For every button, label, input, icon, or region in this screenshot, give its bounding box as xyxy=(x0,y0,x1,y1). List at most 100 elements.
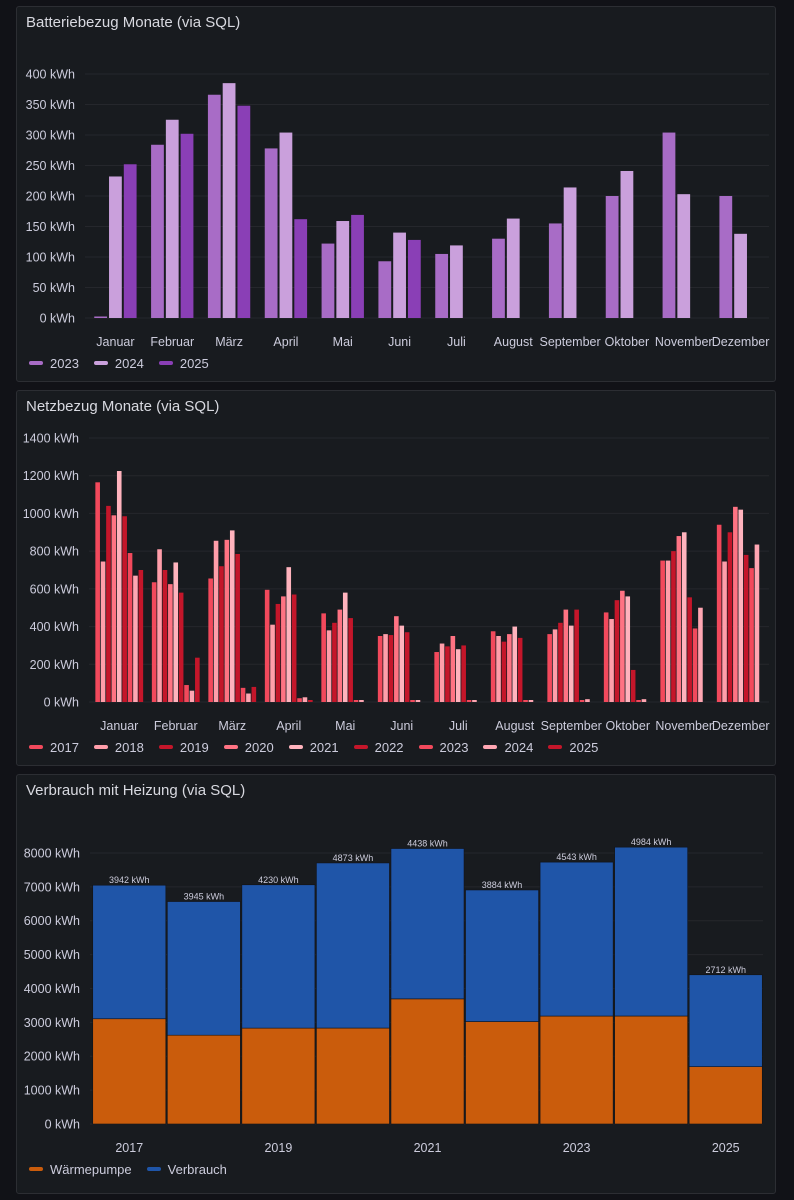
legend-item[interactable]: 2023 xyxy=(418,739,469,755)
y-tick-label: 5000 kWh xyxy=(24,948,80,962)
legend-item[interactable]: 2025 xyxy=(158,356,209,371)
bar xyxy=(275,603,281,702)
x-tick-label: Mai xyxy=(335,719,355,733)
bar xyxy=(754,544,760,702)
bar xyxy=(207,94,221,319)
x-tick-label: Januar xyxy=(100,719,138,733)
legend-swatch xyxy=(146,1167,161,1171)
panel-title[interactable]: Netzbezug Monate (via SQL) xyxy=(26,398,220,415)
bar xyxy=(173,562,179,702)
y-tick-label: 1000 kWh xyxy=(23,507,79,521)
bar xyxy=(359,700,364,702)
legend-swatch xyxy=(223,745,238,749)
bar xyxy=(281,596,286,702)
legend-swatch xyxy=(158,361,173,365)
bar xyxy=(308,700,313,702)
legend-label: 2022 xyxy=(374,739,404,755)
legend-label: 2024 xyxy=(114,355,144,371)
legend-item[interactable]: 2022 xyxy=(353,739,404,755)
bar xyxy=(109,176,122,318)
legend-label: Verbrauch xyxy=(167,1161,227,1177)
bar xyxy=(445,646,450,702)
legend-label: 2024 xyxy=(504,739,534,755)
bar xyxy=(342,592,348,702)
data-label: 3942 kWh xyxy=(109,875,150,885)
bar xyxy=(738,509,744,702)
legend-item[interactable]: Verbrauch xyxy=(146,1161,227,1177)
bar xyxy=(321,243,335,318)
bar xyxy=(609,619,614,702)
bar xyxy=(636,700,641,702)
x-tick-label: Juli xyxy=(447,335,466,349)
y-tick-label: 50 kWh xyxy=(33,281,75,295)
bar xyxy=(229,530,235,702)
x-tick-label: Januar xyxy=(96,335,134,349)
legend-item[interactable]: Wärmepumpe xyxy=(29,1162,132,1177)
legend-item[interactable]: 2019 xyxy=(158,740,209,755)
bar xyxy=(677,194,691,318)
legend-item[interactable]: 2023 xyxy=(29,356,79,371)
bar-segment xyxy=(465,1021,539,1125)
bar xyxy=(547,634,552,702)
bar xyxy=(94,316,108,318)
bar-segment xyxy=(688,1066,763,1125)
bar xyxy=(517,637,523,702)
x-tick-label: Dezember xyxy=(712,335,770,349)
bar xyxy=(630,669,636,702)
data-label: 4873 kWh xyxy=(333,853,374,863)
x-tick-label: Dezember xyxy=(712,719,770,733)
bar xyxy=(434,652,439,702)
bar xyxy=(501,641,507,702)
y-tick-label: 2000 kWh xyxy=(24,1050,80,1064)
bar-segment xyxy=(241,1027,316,1125)
bar xyxy=(687,597,692,702)
legend-item[interactable]: 2020 xyxy=(223,739,274,755)
y-tick-label: 1400 kWh xyxy=(23,432,79,446)
legend-item[interactable]: 2024 xyxy=(483,740,533,755)
panel-title[interactable]: Batteriebezug Monate (via SQL) xyxy=(26,14,241,31)
x-tick-label: Oktober xyxy=(605,335,649,349)
bar xyxy=(337,609,343,702)
y-tick-label: 1000 kWh xyxy=(24,1084,80,1098)
bar xyxy=(603,612,609,702)
bar xyxy=(332,622,337,702)
bar xyxy=(393,232,406,318)
bar xyxy=(251,686,257,702)
bar xyxy=(507,634,512,702)
bar xyxy=(749,568,754,702)
bar xyxy=(620,590,625,702)
bar-segment xyxy=(465,889,539,1022)
bar xyxy=(326,630,332,702)
legend-label: Wärmepumpe xyxy=(50,1161,132,1177)
y-tick-label: 0 kWh xyxy=(45,1118,80,1132)
x-tick-label: Februar xyxy=(150,335,194,349)
bar xyxy=(180,133,194,318)
bar xyxy=(178,592,184,702)
legend-swatch xyxy=(93,361,108,365)
legend-item[interactable]: 2021 xyxy=(288,740,339,755)
legend-item[interactable]: 2017 xyxy=(29,740,79,755)
bar xyxy=(399,625,405,702)
bar xyxy=(404,632,410,702)
y-tick-label: 8000 kWh xyxy=(24,846,80,860)
legend-item[interactable]: 2025 xyxy=(548,740,598,755)
legend-label: 2023 xyxy=(439,739,469,755)
bar xyxy=(455,649,461,702)
bar xyxy=(415,700,421,702)
bar-segment xyxy=(614,1015,688,1125)
legend-item[interactable]: 2024 xyxy=(93,355,144,371)
consumption-chart: 0 kWh 1000 kWh 2000 kWh 3000 kWh 4000 kWh 500… xyxy=(24,837,763,1155)
legend-item[interactable]: 2018 xyxy=(93,740,144,755)
bar xyxy=(122,516,127,702)
bar xyxy=(224,539,230,702)
x-tick-label: September xyxy=(541,719,602,733)
bar xyxy=(563,187,577,318)
bar xyxy=(681,532,687,702)
panel-title[interactable]: Verbrauch mit Heizung (via SQL) xyxy=(26,782,246,799)
data-label: 4230 kWh xyxy=(258,875,299,885)
bar xyxy=(558,622,563,702)
bar xyxy=(733,506,738,702)
bar xyxy=(184,685,189,702)
x-tick-label: September xyxy=(540,335,601,349)
legend-label: 2020 xyxy=(244,739,274,755)
